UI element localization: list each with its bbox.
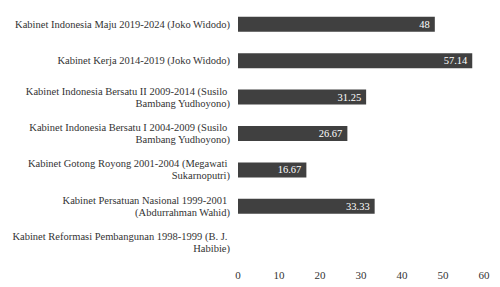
svg-text:Kabinet Reformasi Pembangunan: Kabinet Reformasi Pembangunan 1998-1999 … <box>12 231 230 243</box>
svg-text:30: 30 <box>356 269 368 281</box>
svg-text:31.25: 31.25 <box>338 92 362 103</box>
svg-text:Bambang Yudhoyono): Bambang Yudhoyono) <box>136 98 231 110</box>
svg-text:50: 50 <box>438 269 450 281</box>
svg-text:Kabinet Persatuan Nasional 199: Kabinet Persatuan Nasional 1999-2001 <box>63 195 230 206</box>
svg-text:Kabinet Indonesia Bersatu I 20: Kabinet Indonesia Bersatu I 2004-2009 (S… <box>29 122 230 134</box>
svg-text:26.67: 26.67 <box>319 128 343 139</box>
svg-text:16.67: 16.67 <box>278 164 302 175</box>
svg-text:Kabinet Kerja 2014-2019 (Joko: Kabinet Kerja 2014-2019 (Joko Widodo) <box>57 55 230 67</box>
svg-text:20: 20 <box>315 269 327 281</box>
svg-text:(Abdurrahman Wahid): (Abdurrahman Wahid) <box>135 207 230 219</box>
svg-text:Sukarnoputri): Sukarnoputri) <box>172 170 231 182</box>
svg-text:10: 10 <box>274 269 286 281</box>
svg-text:33.33: 33.33 <box>346 201 370 212</box>
svg-text:40: 40 <box>397 269 409 281</box>
svg-text:Bambang Yudhoyono): Bambang Yudhoyono) <box>136 134 231 146</box>
svg-text:Kabinet Gotong Royong 2001-200: Kabinet Gotong Royong 2001-2004 (Megawat… <box>28 158 230 170</box>
svg-text:48: 48 <box>419 19 430 30</box>
svg-text:Kabinet Indonesia Maju 2019-20: Kabinet Indonesia Maju 2019-2024 (Joko W… <box>15 19 230 31</box>
svg-text:0: 0 <box>235 269 241 281</box>
svg-text:57.14: 57.14 <box>444 55 468 66</box>
svg-text:Habibie): Habibie) <box>193 243 230 255</box>
svg-text:Kabinet Indonesia Bersatu II 2: Kabinet Indonesia Bersatu II 2009-2014 (… <box>26 86 230 98</box>
svg-text:60: 60 <box>479 269 491 281</box>
